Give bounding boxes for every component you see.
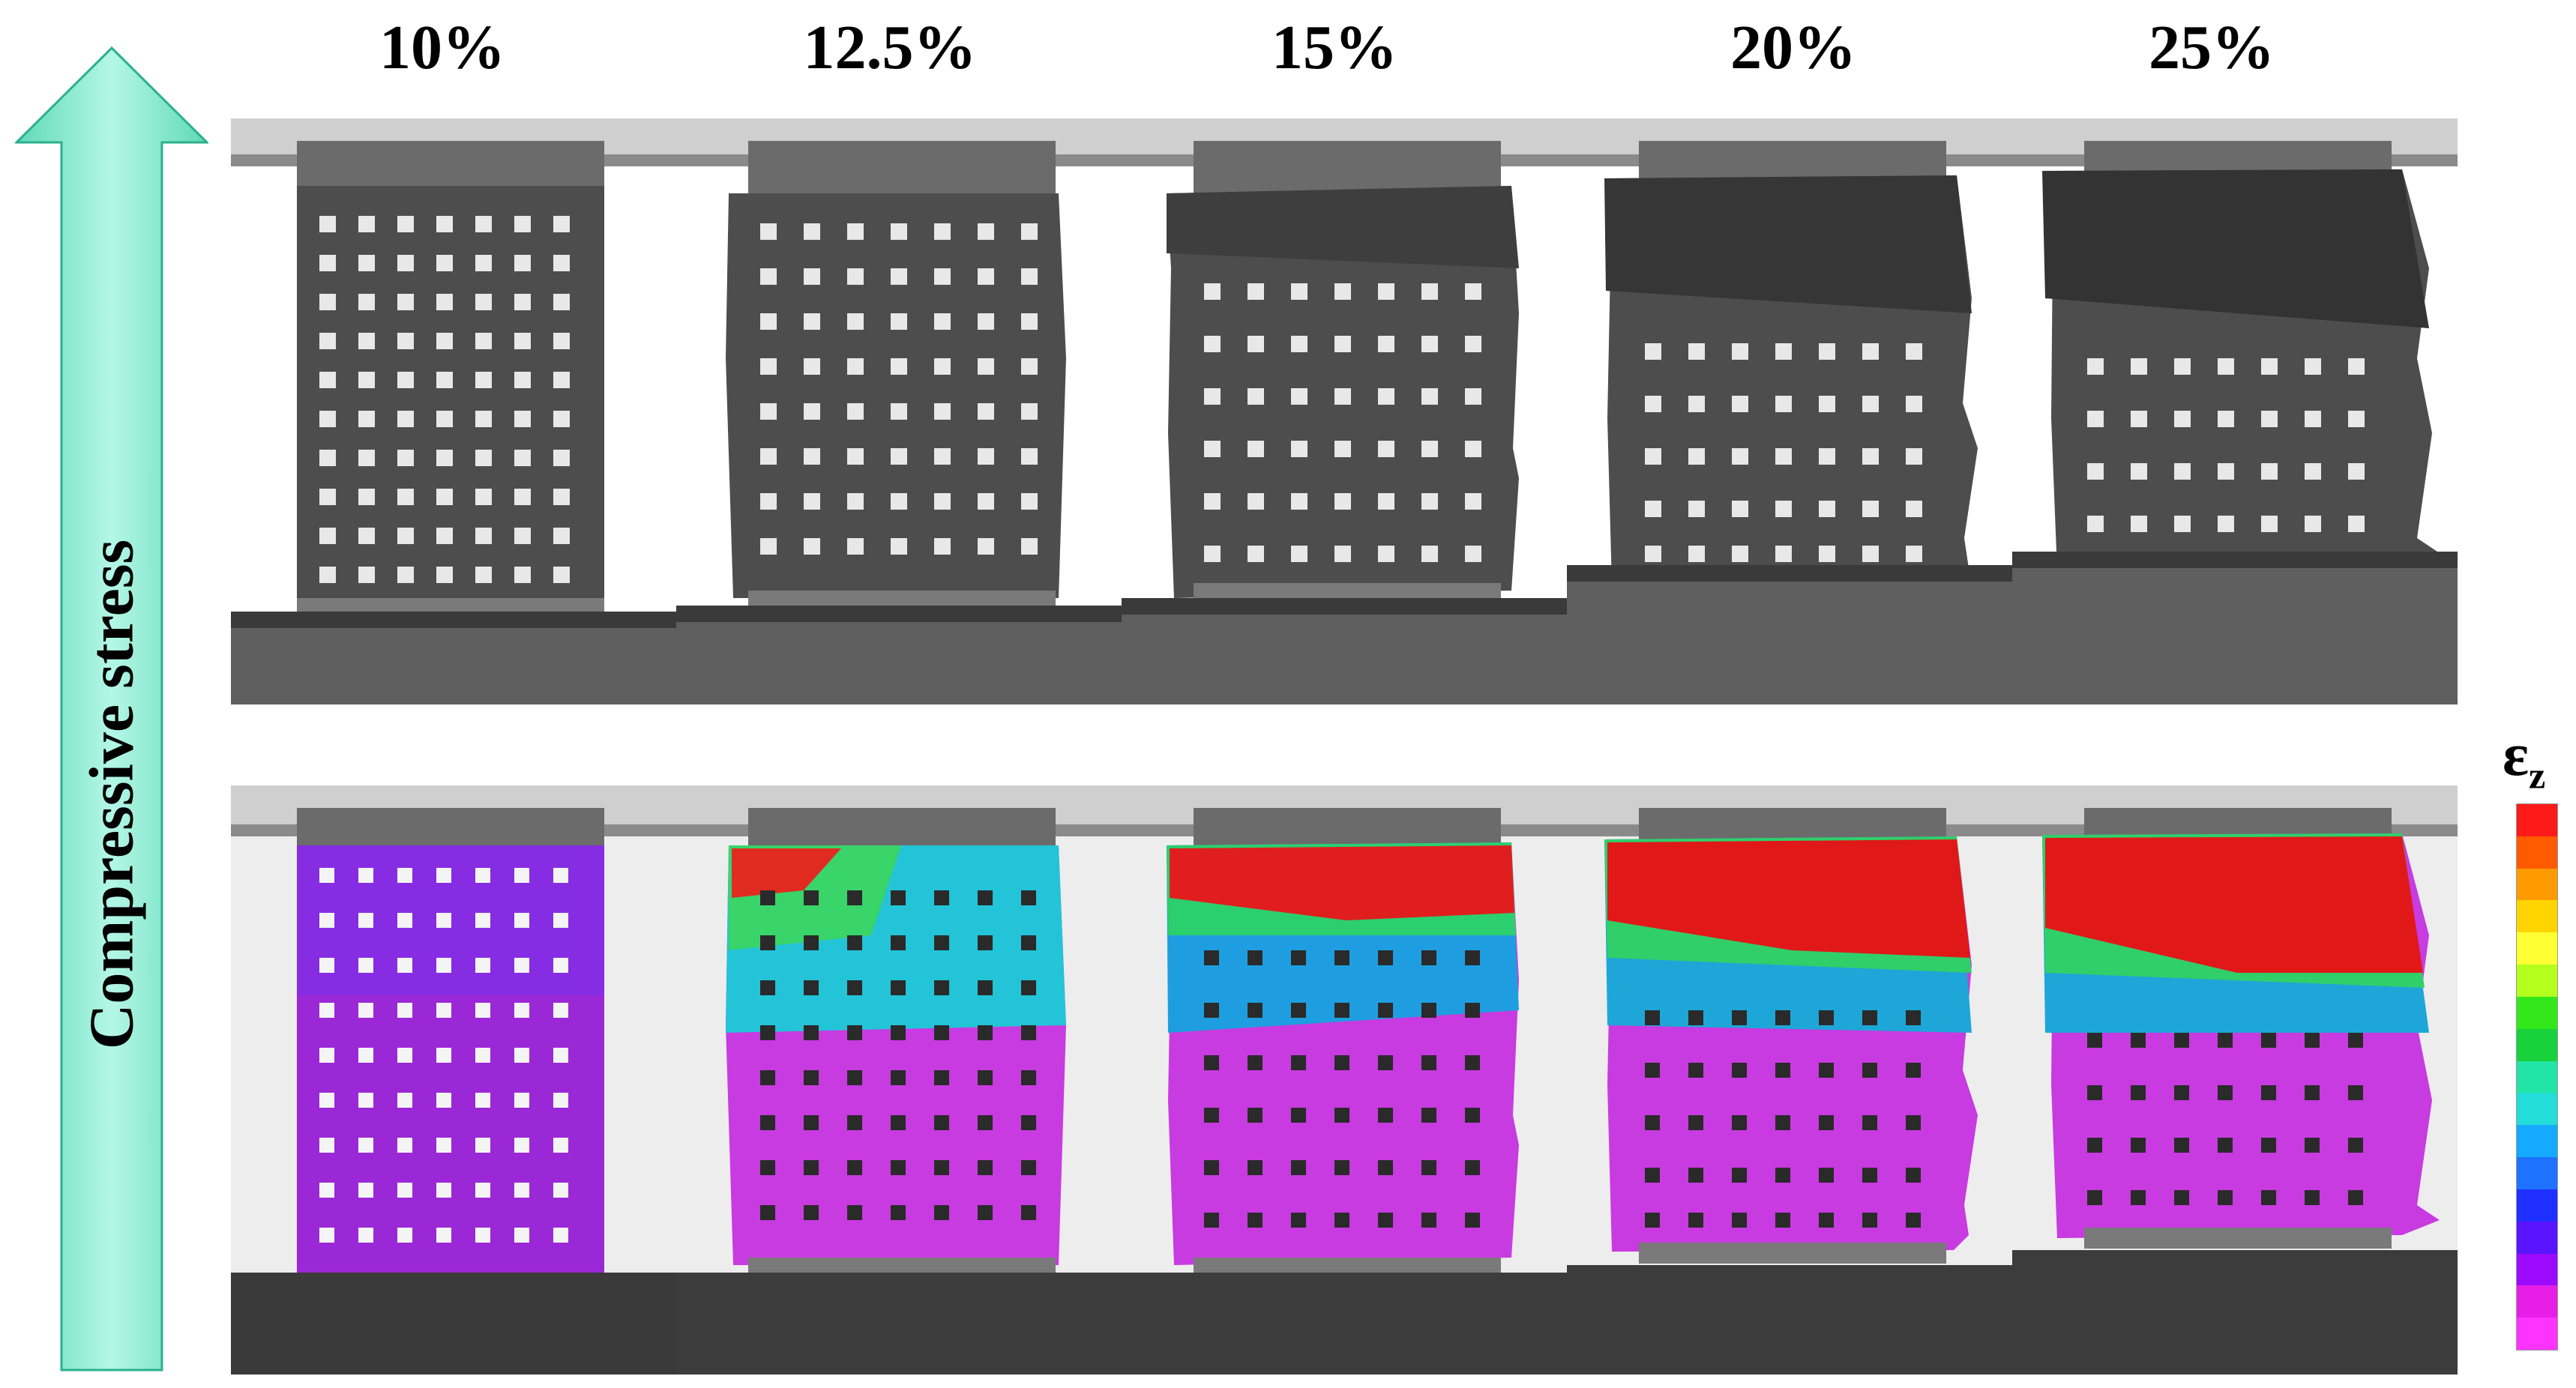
strain-label-25: 25% [2149, 13, 2275, 82]
strain-label-10: 10% [379, 13, 505, 82]
colorbar-epsilon: ε [2503, 720, 2530, 788]
colorbar-segment [2517, 1060, 2557, 1093]
raw-specimen-20 [1567, 118, 2012, 704]
compressive-stress-arrow-icon [15, 46, 208, 1372]
colorbar-segment [2517, 932, 2557, 965]
colorbar-segment [2517, 1157, 2557, 1189]
colorbar-segment [2517, 1189, 2557, 1222]
compressive-stress-label: Compressive stress [76, 539, 147, 1050]
strain-label-20: 20% [1730, 13, 1856, 82]
raw-specimen-15 [1122, 118, 1567, 704]
strain-map-25 [2012, 785, 2458, 1375]
strain-colorbar [2516, 803, 2558, 1351]
strain-label-15: 15% [1272, 13, 1397, 82]
raw-specimen-10 [231, 118, 676, 704]
strain-map-20 [1567, 785, 2012, 1375]
colorbar-segment [2517, 1318, 2557, 1351]
colorbar-segment [2517, 868, 2557, 901]
colorbar-segment [2517, 1285, 2557, 1318]
raw-specimen-12-5 [676, 118, 1122, 704]
colorbar-subscript: z [2529, 754, 2546, 797]
colorbar-segment [2517, 836, 2557, 869]
strain-map-12-5 [676, 785, 1122, 1375]
colorbar-segment [2517, 804, 2557, 836]
colorbar-segment [2517, 1221, 2557, 1254]
colorbar-symbol: εz [2503, 719, 2545, 797]
strain-label-12-5: 12.5% [803, 13, 977, 82]
colorbar-segment [2517, 900, 2557, 933]
strain-map-15 [1122, 785, 1567, 1375]
strain-map-10 [231, 785, 676, 1375]
colorbar-segment [2517, 1125, 2557, 1158]
colorbar-segment [2517, 1028, 2557, 1061]
raw-image-row [231, 118, 2458, 704]
strain-map-row [231, 785, 2458, 1375]
colorbar-segment [2517, 996, 2557, 1029]
raw-specimen-25 [2012, 118, 2458, 704]
colorbar-segment [2517, 1253, 2557, 1286]
colorbar-segment [2517, 1093, 2557, 1126]
colorbar-segment [2517, 965, 2557, 997]
